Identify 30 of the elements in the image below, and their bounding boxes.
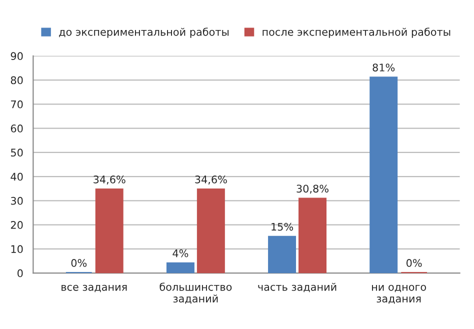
data-label: 81% xyxy=(372,64,395,72)
x-tick-label: ни одного задания xyxy=(372,284,426,304)
y-tick-label: 0 xyxy=(18,269,23,278)
y-tick-label: 30 xyxy=(10,196,23,205)
y-tick-label: 10 xyxy=(11,245,23,254)
y-tick-label: 50 xyxy=(11,148,23,157)
y-tick-label: 70 xyxy=(11,100,23,108)
data-label: 30,8% xyxy=(296,184,328,194)
bar xyxy=(166,262,194,274)
legend-label: после экспериментальной работы xyxy=(262,28,450,38)
bar xyxy=(268,236,296,274)
data-label: 0% xyxy=(71,259,87,267)
data-label: 15% xyxy=(272,222,294,231)
bar xyxy=(298,198,326,274)
data-label: 34,6% xyxy=(195,176,227,184)
x-tick-label: часть заданий xyxy=(258,282,336,292)
bar xyxy=(196,188,225,274)
data-label: 4% xyxy=(172,249,188,258)
y-tick-label: 20 xyxy=(10,221,23,229)
x-tick-label: большинство заданий xyxy=(160,282,232,304)
y-tick-label: 90 xyxy=(10,52,23,60)
y-tick-label: 40 xyxy=(10,172,23,181)
data-label: 0% xyxy=(406,259,422,267)
legend-label: до экспериментальной работы xyxy=(59,28,229,38)
data-label: 34,6% xyxy=(94,176,126,184)
bar xyxy=(370,76,398,274)
x-tick-label: все задания xyxy=(62,284,127,292)
bar xyxy=(95,188,124,274)
y-tick-label: 60 xyxy=(10,124,23,132)
y-tick-label: 80 xyxy=(10,76,23,84)
